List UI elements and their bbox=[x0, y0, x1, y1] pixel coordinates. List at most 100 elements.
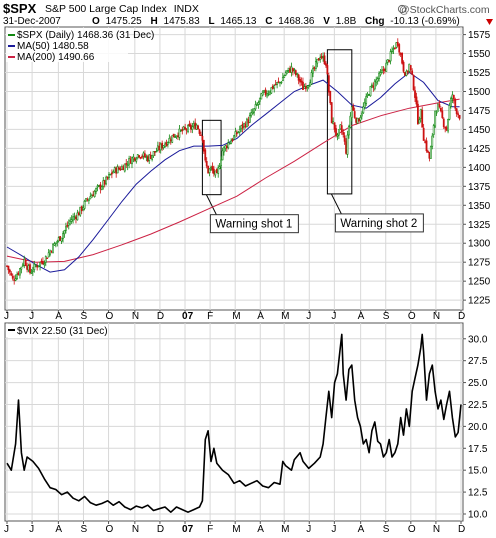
price-candle-body bbox=[329, 90, 332, 104]
price-candle-body bbox=[93, 191, 96, 197]
price-y-tick-label: 1375 bbox=[468, 182, 491, 193]
price-x-tick-label: M bbox=[232, 311, 240, 322]
price-candle-body bbox=[152, 151, 155, 157]
price-candle-body bbox=[144, 153, 146, 158]
vix-x-tick-label: A bbox=[358, 524, 365, 535]
open-value: 1475.25 bbox=[106, 16, 143, 27]
price-y-tick-label: 1300 bbox=[468, 239, 491, 250]
brand-text[interactable]: @StockCharts.com bbox=[399, 4, 490, 16]
price-candle-body bbox=[133, 157, 136, 161]
price-candle-body bbox=[145, 156, 148, 158]
price-candle-body bbox=[75, 216, 77, 220]
price-candle-body bbox=[223, 146, 225, 153]
price-candle-body bbox=[141, 156, 143, 158]
price-y-tick-label: 1425 bbox=[468, 144, 491, 155]
vix-x-tick-label: M bbox=[232, 524, 240, 535]
price-candle-body bbox=[174, 136, 176, 138]
price-candle-body bbox=[80, 206, 83, 212]
price-candle-body bbox=[412, 74, 415, 91]
price-candle-body bbox=[424, 141, 426, 143]
price-y-tick-label: 1575 bbox=[468, 30, 491, 41]
price-candle-body bbox=[8, 269, 11, 273]
price-candle-body bbox=[248, 115, 251, 123]
price-candle-body bbox=[187, 125, 189, 133]
price-candle-body bbox=[241, 124, 244, 129]
price-candle-body bbox=[253, 108, 256, 113]
price-candle-body bbox=[165, 142, 168, 146]
price-candle-body bbox=[422, 127, 425, 141]
vix-legend: $VIX 22.50 (31 Dec) bbox=[6, 324, 108, 337]
price-candle-body bbox=[442, 118, 445, 127]
price-candle-body bbox=[450, 97, 452, 107]
price-candle-body bbox=[419, 108, 422, 119]
price-candle-body bbox=[132, 156, 135, 160]
price-candle-body bbox=[63, 230, 66, 235]
vix-x-tick-label: N bbox=[433, 524, 440, 535]
price-y-tick-label: 1475 bbox=[468, 106, 491, 117]
price-candle-body bbox=[115, 167, 118, 174]
price-candle-body bbox=[26, 265, 29, 270]
price-y-tick-label: 1225 bbox=[468, 296, 491, 307]
price-candle-body bbox=[205, 161, 208, 167]
price-candle-body bbox=[10, 273, 13, 276]
price-candle-body bbox=[421, 109, 424, 128]
high-label: H bbox=[151, 16, 158, 27]
price-candle-body bbox=[227, 142, 230, 149]
price-candle-body bbox=[11, 275, 14, 279]
price-candle-body bbox=[438, 104, 441, 108]
price-x-tick-label: A bbox=[55, 311, 62, 322]
price-candle-body bbox=[129, 158, 132, 164]
price-candle-body bbox=[208, 168, 211, 173]
price-candle-body bbox=[158, 145, 161, 150]
price-x-tick-label: D bbox=[157, 311, 164, 322]
price-candle-body bbox=[405, 70, 408, 76]
price-candle-body bbox=[297, 74, 300, 81]
price-candle-body bbox=[201, 135, 204, 141]
price-x-tick-label: D bbox=[458, 311, 465, 322]
price-candle-body bbox=[359, 117, 362, 121]
price-candle-body bbox=[360, 113, 363, 117]
price-candle-body bbox=[427, 151, 429, 153]
price-candle-body bbox=[355, 117, 358, 123]
price-candle-body bbox=[118, 167, 120, 170]
price-candle-body bbox=[228, 142, 231, 145]
price-legend-bg bbox=[6, 28, 128, 62]
price-candle-body bbox=[428, 151, 431, 159]
price-candle-body bbox=[171, 135, 174, 143]
price-candle-body bbox=[325, 63, 327, 66]
price-candle-body bbox=[148, 154, 151, 161]
price-candle-body bbox=[121, 166, 123, 170]
price-candle-body bbox=[455, 108, 458, 115]
price-candle-body bbox=[343, 135, 346, 142]
close-value: 1468.36 bbox=[278, 16, 315, 27]
vix-y-tick-label: 10.0 bbox=[468, 509, 488, 520]
price-candle-body bbox=[302, 81, 304, 91]
price-candle-body bbox=[230, 140, 233, 145]
price-candle-body bbox=[369, 86, 372, 97]
brand-logo[interactable]: @StockCharts.com bbox=[397, 4, 490, 16]
price-candle-body bbox=[447, 119, 449, 132]
price-candle-body bbox=[39, 262, 41, 267]
price-candle-body bbox=[95, 188, 97, 192]
price-candle-body bbox=[23, 258, 26, 266]
price-x-tick-label: J bbox=[306, 311, 311, 322]
price-candle-body bbox=[164, 143, 166, 148]
price-candle-body bbox=[292, 67, 294, 72]
price-candle-body bbox=[386, 59, 389, 63]
price-candle-body bbox=[237, 131, 240, 133]
price-y-tick-label: 1350 bbox=[468, 201, 491, 212]
vix-x-tick-label: M bbox=[281, 524, 289, 535]
price-candle-body bbox=[128, 158, 131, 165]
vix-x-tick-label: D bbox=[458, 524, 465, 535]
price-candle-body bbox=[19, 268, 21, 276]
price-candle-body bbox=[162, 145, 165, 149]
price-candle-body bbox=[108, 174, 110, 178]
price-y-tick-label: 1400 bbox=[468, 163, 491, 174]
price-candle-body bbox=[408, 63, 411, 72]
price-x-tick-label: M bbox=[281, 311, 289, 322]
price-candle-body bbox=[13, 279, 16, 281]
vix-x-tick-label: J bbox=[331, 524, 336, 535]
price-x-tick-label: J bbox=[4, 311, 9, 322]
price-candle-body bbox=[54, 242, 57, 245]
price-candle-body bbox=[402, 61, 405, 72]
